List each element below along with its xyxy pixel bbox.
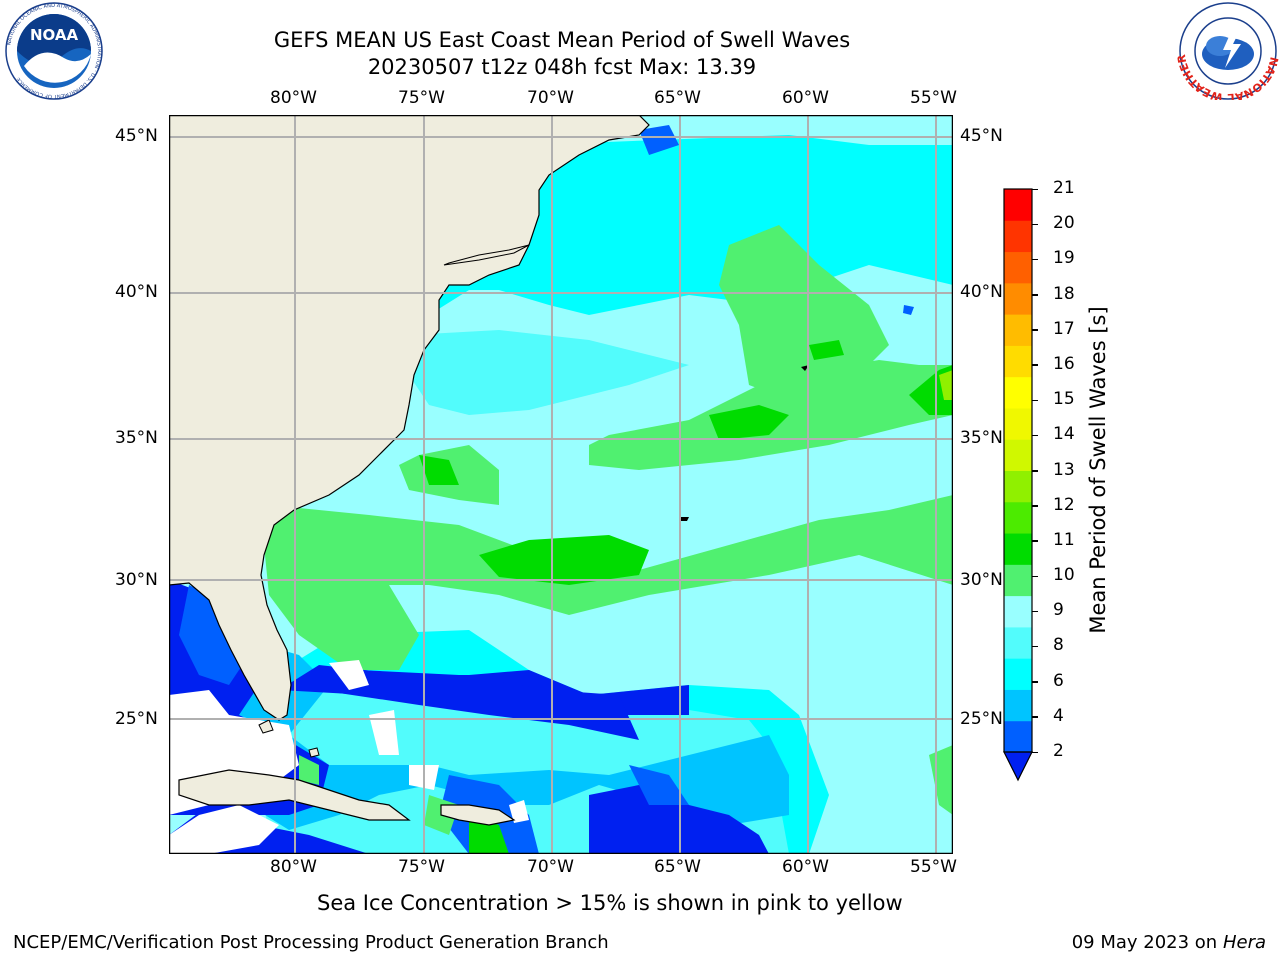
- colorbar-tick-mark: [1032, 751, 1038, 753]
- colorbar-segment: [1004, 564, 1032, 597]
- map-frame: [169, 115, 953, 854]
- colorbar-tick-mark: [1032, 540, 1038, 542]
- colorbar-tick-label: 12: [1053, 494, 1075, 515]
- colorbar-tick-label: 15: [1053, 389, 1075, 410]
- footer-date-text: 09 May 2023 on: [1071, 932, 1218, 953]
- graticule: [169, 115, 953, 854]
- lat-label-left-30n: 30°N: [115, 570, 158, 590]
- colorbar-tick-label: 11: [1053, 529, 1075, 550]
- colorbar: [1003, 188, 1033, 782]
- sea-ice-caption: Sea Ice Concentration > 15% is shown in …: [317, 891, 903, 915]
- colorbar-tick-label: 18: [1053, 283, 1075, 304]
- colorbar-tick-label: 4: [1053, 705, 1064, 726]
- lat-label-right-30n: 30°N: [960, 570, 1003, 590]
- colorbar-tick-label: 13: [1053, 459, 1075, 480]
- swell-period-map: [169, 115, 953, 854]
- lon-label-top-80w: 80°W: [270, 88, 317, 108]
- colorbar-segment: [1004, 439, 1032, 471]
- colorbar-segment: [1004, 470, 1032, 503]
- colorbar-segment: [1004, 345, 1032, 378]
- lon-label-top-55w: 55°W: [910, 88, 957, 108]
- nws-logo: NATIONAL WEATHER SERVICE: [1176, 2, 1280, 100]
- colorbar-under-triangle: [1003, 751, 1033, 782]
- colorbar-tick-label: 6: [1053, 670, 1064, 691]
- noaa-logo: NOAA NATIONAL OCEANIC AND ATMOSPHERIC AD…: [5, 2, 103, 100]
- colorbar-tick-mark: [1032, 294, 1038, 296]
- lat-label-left-45n: 45°N: [115, 126, 158, 146]
- colorbar-segment: [1004, 189, 1032, 221]
- map-title: GEFS MEAN US East Coast Mean Period of S…: [273, 28, 851, 52]
- colorbar-tick-mark: [1032, 610, 1038, 613]
- colorbar-tick-mark: [1032, 470, 1038, 472]
- colorbar-tick-label: 21: [1053, 178, 1075, 198]
- lat-label-left-40n: 40°N: [115, 282, 158, 302]
- colorbar-segment: [1004, 595, 1032, 628]
- lon-label-top-75w: 75°W: [398, 88, 445, 108]
- colorbar-segment: [1004, 376, 1032, 409]
- colorbar-tick-label: 8: [1053, 635, 1064, 656]
- lon-label-bottom-65w: 65°W: [654, 857, 701, 877]
- lon-label-bottom-80w: 80°W: [270, 857, 317, 877]
- colorbar-tick-mark: [1032, 329, 1038, 331]
- colorbar-tick-label: 9: [1053, 600, 1064, 621]
- lat-label-left-25n: 25°N: [115, 709, 158, 729]
- lon-label-top-60w: 60°W: [782, 88, 829, 108]
- lon-label-top-70w: 70°W: [527, 88, 574, 108]
- colorbar-tick-label: 14: [1053, 424, 1075, 445]
- lon-label-bottom-75w: 75°W: [398, 857, 445, 877]
- colorbar-segment: [1004, 282, 1032, 315]
- colorbar-tick-mark: [1032, 645, 1038, 648]
- colorbar-tick-mark: [1032, 399, 1038, 402]
- colorbar-segment: [1004, 314, 1032, 346]
- colorbar-tick-label: 17: [1053, 318, 1075, 339]
- colorbar-tick-mark: [1032, 434, 1038, 437]
- colorbar-segment: [1004, 720, 1032, 753]
- lat-label-right-35n: 35°N: [960, 428, 1003, 448]
- colorbar-tick-mark: [1032, 364, 1038, 366]
- colorbar-tick-label: 19: [1053, 248, 1075, 269]
- colorbar-segment: [1004, 626, 1032, 659]
- lon-label-bottom-55w: 55°W: [910, 857, 957, 877]
- noaa-logo-text: NOAA: [30, 26, 79, 44]
- colorbar-tick-mark: [1032, 575, 1038, 578]
- lon-label-bottom-60w: 60°W: [782, 857, 829, 877]
- colorbar-title: Mean Period of Swell Waves [s]: [1086, 306, 1110, 634]
- colorbar-segment: [1004, 658, 1032, 690]
- colorbar-segment: [1004, 251, 1032, 284]
- colorbar-segment: [1004, 220, 1032, 253]
- lat-label-right-40n: 40°N: [960, 282, 1003, 302]
- colorbar-segment: [1004, 407, 1032, 440]
- colorbar-segment: [1004, 689, 1032, 722]
- map-subtitle: 20230507 t12z 048h fcst Max: 13.39: [367, 55, 757, 79]
- colorbar-tick-label: 20: [1053, 213, 1075, 234]
- lat-label-left-35n: 35°N: [115, 428, 158, 448]
- colorbar-tick-label: 16: [1053, 353, 1075, 374]
- lon-label-top-65w: 65°W: [654, 88, 701, 108]
- colorbar-tick-mark: [1032, 223, 1038, 226]
- footer-organization: NCEP/EMC/Verification Post Processing Pr…: [13, 932, 609, 953]
- colorbar-tick-mark: [1032, 681, 1038, 683]
- lat-label-right-25n: 25°N: [960, 709, 1003, 729]
- footer-host: Hera: [1222, 932, 1266, 953]
- colorbar-tick-mark: [1032, 258, 1038, 261]
- colorbar-segment: [1004, 501, 1032, 534]
- lon-label-bottom-70w: 70°W: [527, 857, 574, 877]
- colorbar-segment: [1004, 533, 1032, 565]
- colorbar-tick-mark: [1032, 188, 1038, 190]
- colorbar-tick-mark: [1032, 716, 1038, 718]
- colorbar-tick-label: 2: [1053, 741, 1064, 761]
- colorbar-tick-mark: [1032, 505, 1038, 507]
- colorbar-tick-label: 10: [1053, 565, 1075, 586]
- footer-date: 09 May 2023 on Hera: [1072, 932, 1266, 953]
- lat-label-right-45n: 45°N: [960, 126, 1003, 146]
